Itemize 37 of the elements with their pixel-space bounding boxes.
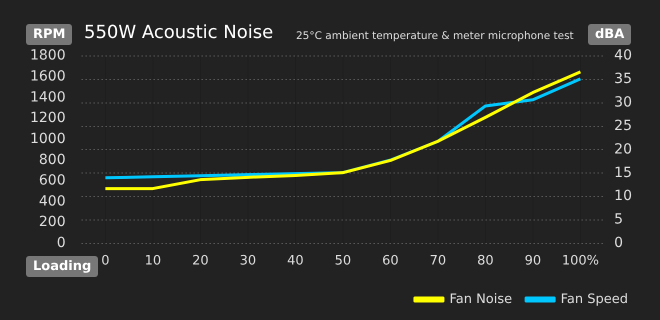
y2-tick-label: 10 [614, 188, 632, 204]
x-tick-label: 40 [287, 254, 304, 269]
x-tick-label: 100% [562, 254, 600, 269]
y-tick-label: 400 [38, 193, 66, 210]
y-tick-label: 1600 [30, 68, 66, 84]
x-tick-label: 50 [334, 254, 352, 269]
y-axis-title: RPM [26, 24, 72, 45]
y2-tick-label: 25 [614, 118, 632, 134]
y2-tick-label: 20 [614, 141, 632, 158]
x-tick-label: 30 [240, 254, 256, 269]
y2-tick-label: 35 [614, 71, 632, 88]
y2-tick-label: 30 [614, 94, 632, 110]
y2-axis-title: dBA [588, 24, 632, 45]
y-tick-label: 0 [56, 235, 66, 252]
y-tick-label: 1800 [30, 48, 66, 64]
y-tick-label: 1400 [30, 89, 66, 106]
y2-tick-label: 5 [614, 212, 624, 228]
y2-tick-label: 0 [614, 235, 624, 252]
legend-label: Fan Speed [560, 292, 628, 307]
x-tick-label: 90 [524, 254, 542, 269]
x-tick-label: 0 [101, 254, 110, 269]
x-tick-label: 60 [382, 254, 399, 269]
x-tick-label: 80 [477, 254, 494, 269]
x-tick-label: 10 [144, 254, 162, 269]
y2-tick-label: 40 [614, 48, 632, 64]
y-tick-label: 1000 [30, 130, 66, 147]
x-tick-label: 70 [430, 254, 446, 269]
y-tick-label: 200 [38, 214, 66, 230]
y-tick-label: 1200 [30, 110, 66, 126]
legend-label: Fan Noise [449, 292, 512, 307]
x-axis-title: Loading [26, 256, 98, 277]
x-tick-label: 20 [192, 254, 209, 269]
y-tick-label: 800 [38, 152, 66, 168]
chart-subtitle: 25°C ambient temperature & meter microphone test [296, 30, 574, 42]
y2-tick-label: 15 [614, 164, 632, 181]
y-tick-label: 600 [38, 172, 66, 189]
chart-title: 550W Acoustic Noise [84, 22, 274, 43]
